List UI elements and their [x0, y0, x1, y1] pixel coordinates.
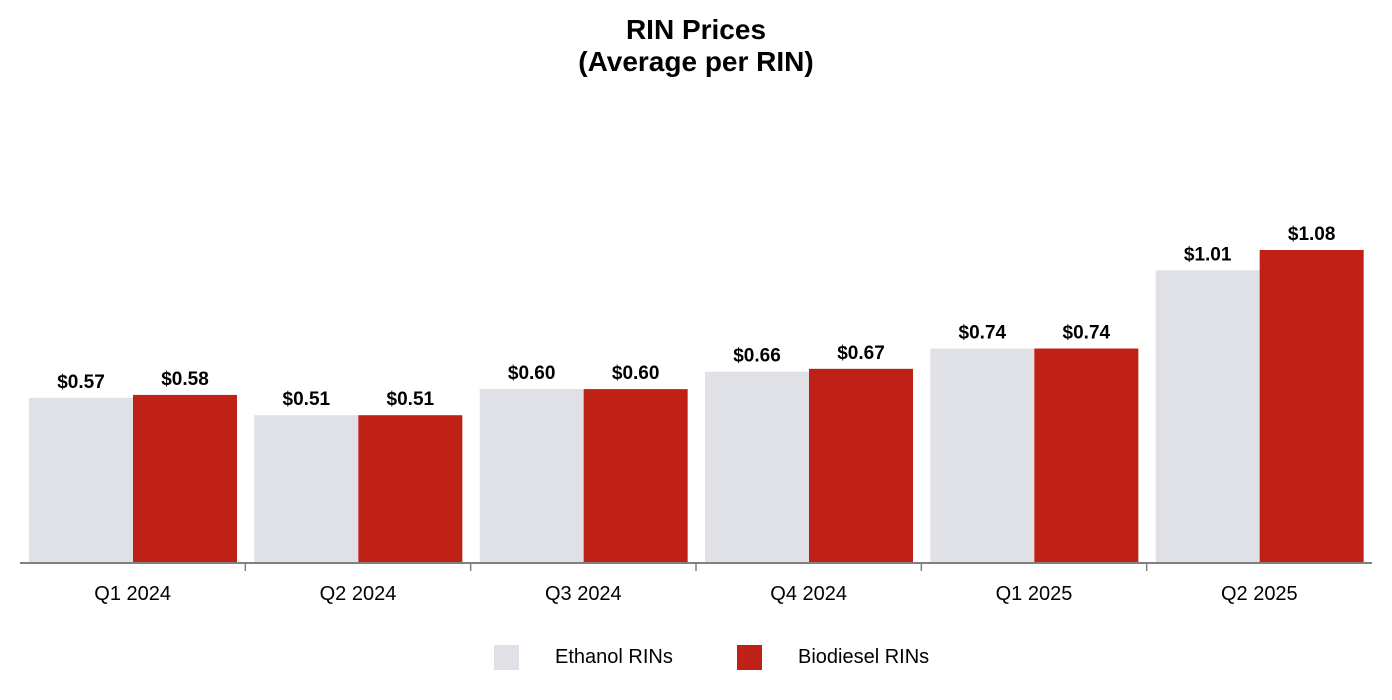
bar-ethanol-0: [29, 397, 133, 563]
x-ticks-group: [244, 563, 1148, 571]
chart-title: RIN Prices (Average per RIN): [0, 14, 1392, 78]
value-label-ethanol-5: $1.01: [1184, 244, 1232, 265]
bar-biodiesel-4: [1034, 348, 1139, 563]
value-label-biodiesel-1: $0.51: [387, 389, 435, 410]
value-label-ethanol-3: $0.66: [733, 346, 781, 367]
chart-title-line-1: RIN Prices: [625, 14, 767, 45]
legend-swatch-biodiesel: [737, 644, 762, 670]
bar-biodiesel-1: [358, 415, 463, 563]
value-label-ethanol-4: $0.74: [959, 323, 1007, 344]
category-label-4: Q1 2025: [996, 583, 1073, 605]
category-label-2: Q3 2024: [545, 583, 622, 605]
legend-item-biodiesel: Biodiesel RINs: [737, 643, 929, 671]
value-label-biodiesel-2: $0.60: [612, 363, 660, 384]
bar-biodiesel-0: [133, 394, 237, 563]
chart-title-line-2: (Average per RIN): [578, 46, 814, 77]
category-label-3: Q4 2024: [770, 583, 847, 605]
value-label-biodiesel-3: $0.67: [837, 343, 885, 364]
category-label-5: Q2 2025: [1221, 583, 1298, 605]
value-label-ethanol-0: $0.57: [57, 372, 105, 393]
bar-ethanol-2: [479, 389, 584, 563]
bar-ethanol-1: [254, 415, 359, 563]
value-label-biodiesel-0: $0.58: [161, 369, 209, 390]
category-labels-group: Q1 2024 Q2 2024 Q3 2024 Q4 2024 Q1 2025 Q2 20…: [94, 583, 1297, 605]
value-label-biodiesel-5: $1.08: [1288, 224, 1336, 245]
bar-biodiesel-5: [1259, 250, 1364, 563]
value-label-ethanol-1: $0.51: [283, 389, 331, 410]
bar-ethanol-3: [705, 371, 809, 563]
legend: Ethanol RINs Biodiesel RINs: [0, 643, 1392, 671]
legend-swatch-ethanol: [494, 644, 519, 670]
bar-ethanol-5: [1155, 270, 1260, 563]
bar-biodiesel-2: [583, 389, 688, 563]
category-label-1: Q2 2024: [320, 583, 397, 605]
bar-ethanol-4: [930, 348, 1035, 563]
bars-group: [29, 250, 1364, 563]
bar-biodiesel-3: [809, 368, 913, 563]
value-labels-group: $0.57 $0.58 $0.51 $0.51 $0.60 $0.60 $0.66 $0.67…: [57, 224, 1335, 410]
legend-item-ethanol: Ethanol RINs: [494, 643, 673, 671]
value-label-ethanol-2: $0.60: [508, 363, 556, 384]
legend-label-biodiesel: Biodiesel RINs: [798, 645, 930, 668]
category-label-0: Q1 2024: [94, 583, 171, 605]
legend-label-ethanol: Ethanol RINs: [555, 645, 673, 668]
value-label-biodiesel-4: $0.74: [1063, 323, 1111, 344]
